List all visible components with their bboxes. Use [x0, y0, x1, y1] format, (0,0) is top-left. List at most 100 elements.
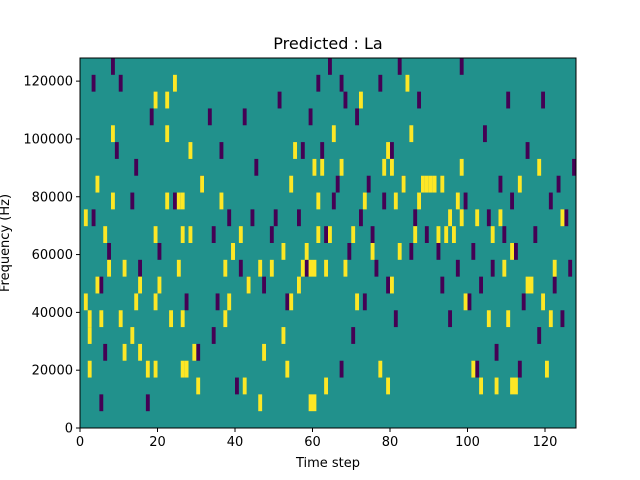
heatmap-cell-high: [525, 276, 530, 294]
heatmap-cell-high: [184, 360, 189, 378]
heatmap-cell-low: [304, 259, 309, 277]
heatmap-cell-high: [297, 276, 301, 294]
heatmap-cell-high: [111, 125, 115, 143]
heatmap-cell-high: [502, 259, 507, 277]
heatmap-cell-low: [91, 209, 96, 227]
heatmap-cell-high: [169, 310, 174, 328]
heatmap-cell-low: [459, 58, 464, 75]
heatmap-cell-low: [235, 377, 239, 395]
heatmap-cell-high: [490, 226, 495, 243]
heatmap-cell-high: [510, 377, 515, 395]
heatmap-cell-low: [347, 243, 352, 260]
heatmap-cell-high: [122, 259, 127, 277]
heatmap-cell-high: [246, 276, 251, 294]
heatmap-cell-high: [390, 276, 394, 294]
heatmap-cell-low: [355, 108, 360, 126]
heatmap-cell-high: [405, 74, 410, 92]
heatmap-cell-low: [328, 58, 332, 75]
heatmap-cell-low: [475, 360, 480, 378]
heatmap-cell-low: [541, 91, 546, 109]
heatmap-cell-high: [548, 310, 553, 328]
heatmap-cell-high: [444, 226, 449, 243]
heatmap-cell-high: [370, 243, 375, 260]
heatmap-cell-high: [223, 310, 228, 328]
heatmap-cell-high: [153, 360, 158, 378]
heatmap-cell-high: [514, 377, 518, 395]
heatmap-cell-low: [211, 327, 216, 344]
heatmap-cell-high: [517, 175, 522, 193]
x-axis-ticks: 0 20 40 60 80 100 120: [76, 428, 557, 450]
plot-area: [79, 57, 577, 429]
heatmap-cell-high: [87, 360, 92, 378]
y-tick-label: 20000: [32, 364, 73, 379]
heatmap-cell-low: [145, 394, 150, 412]
heatmap-cell-high: [180, 192, 185, 210]
heatmap-cell-low: [343, 91, 348, 109]
heatmap-cell-low: [521, 293, 526, 311]
heatmap-cell-low: [494, 343, 499, 361]
heatmap-cell-high: [440, 175, 445, 193]
heatmap-cell-low: [297, 209, 301, 227]
heatmap-cell-high: [242, 377, 247, 395]
heatmap-cell-high: [316, 192, 321, 210]
heatmap-cell-low: [413, 209, 418, 227]
heatmap-cell-low: [227, 209, 232, 227]
heatmap-cell-high: [312, 158, 317, 176]
heatmap-cell-low: [269, 226, 274, 243]
heatmap-cell-high: [289, 175, 294, 193]
heatmap-cell-low: [250, 209, 255, 227]
heatmap-cell-high: [386, 377, 391, 395]
heatmap-cell-high: [87, 327, 92, 344]
heatmap-cell-high: [312, 259, 317, 277]
heatmap-cell-low: [254, 158, 259, 176]
heatmap-cell-high: [188, 226, 193, 243]
heatmap-cell-high: [428, 175, 433, 193]
heatmap-cell-high: [424, 175, 429, 193]
y-tick-label: 60000: [32, 248, 73, 263]
heatmap-cell-high: [393, 192, 398, 210]
plot-frame: [79, 57, 577, 429]
heatmap-cell-low: [134, 158, 139, 176]
heatmap-cell-low: [99, 394, 104, 412]
heatmap-cell-high: [339, 158, 344, 176]
heatmap-cell-low: [471, 243, 476, 260]
x-tick-label: 60: [304, 435, 321, 450]
heatmap-cell-high: [153, 91, 158, 109]
heatmap-cell-high: [421, 175, 425, 193]
heatmap-cell-low: [273, 209, 278, 227]
heatmap-cell-high: [281, 327, 286, 344]
heatmap-cell-low: [548, 192, 553, 210]
heatmap-cell-high: [157, 276, 162, 294]
heatmap-cell-low: [359, 209, 363, 227]
heatmap-cell-high: [173, 74, 177, 92]
x-axis-label: Time step: [295, 456, 360, 471]
heatmap-cell-low: [572, 158, 577, 176]
heatmap-cell-low: [479, 276, 484, 294]
heatmap-cell-high: [200, 175, 205, 193]
heatmap-cell-low: [324, 226, 329, 243]
heatmap-cell-high: [107, 259, 112, 277]
heatmap-cell-high: [552, 259, 557, 277]
heatmap-cell-high: [289, 293, 294, 311]
heatmap-cells: [83, 58, 577, 412]
heatmap-cell-low: [366, 175, 371, 193]
heatmap-cell-high: [180, 360, 185, 378]
heatmap-cell-high: [95, 175, 100, 193]
y-tick-label: 40000: [32, 306, 73, 321]
heatmap-cell-high: [122, 343, 127, 361]
x-tick-label: 20: [149, 435, 166, 450]
heatmap-cell-high: [145, 360, 150, 378]
heatmap-cell-low: [316, 74, 321, 92]
heatmap-cell-high: [343, 259, 348, 277]
heatmap-cell-high: [409, 125, 414, 143]
heatmap-cell-high: [103, 226, 108, 243]
heatmap-cell-low: [215, 293, 220, 311]
heatmap-cell-high: [417, 192, 422, 210]
heatmap-cell-high: [475, 209, 480, 227]
heatmap-cell-high: [390, 158, 394, 176]
heatmap-cell-high: [382, 158, 387, 176]
heatmap-cell-high: [331, 125, 336, 143]
heatmap-cell-high: [537, 158, 542, 176]
heatmap-cell-high: [413, 226, 418, 243]
heatmap-cell-low: [118, 74, 123, 92]
